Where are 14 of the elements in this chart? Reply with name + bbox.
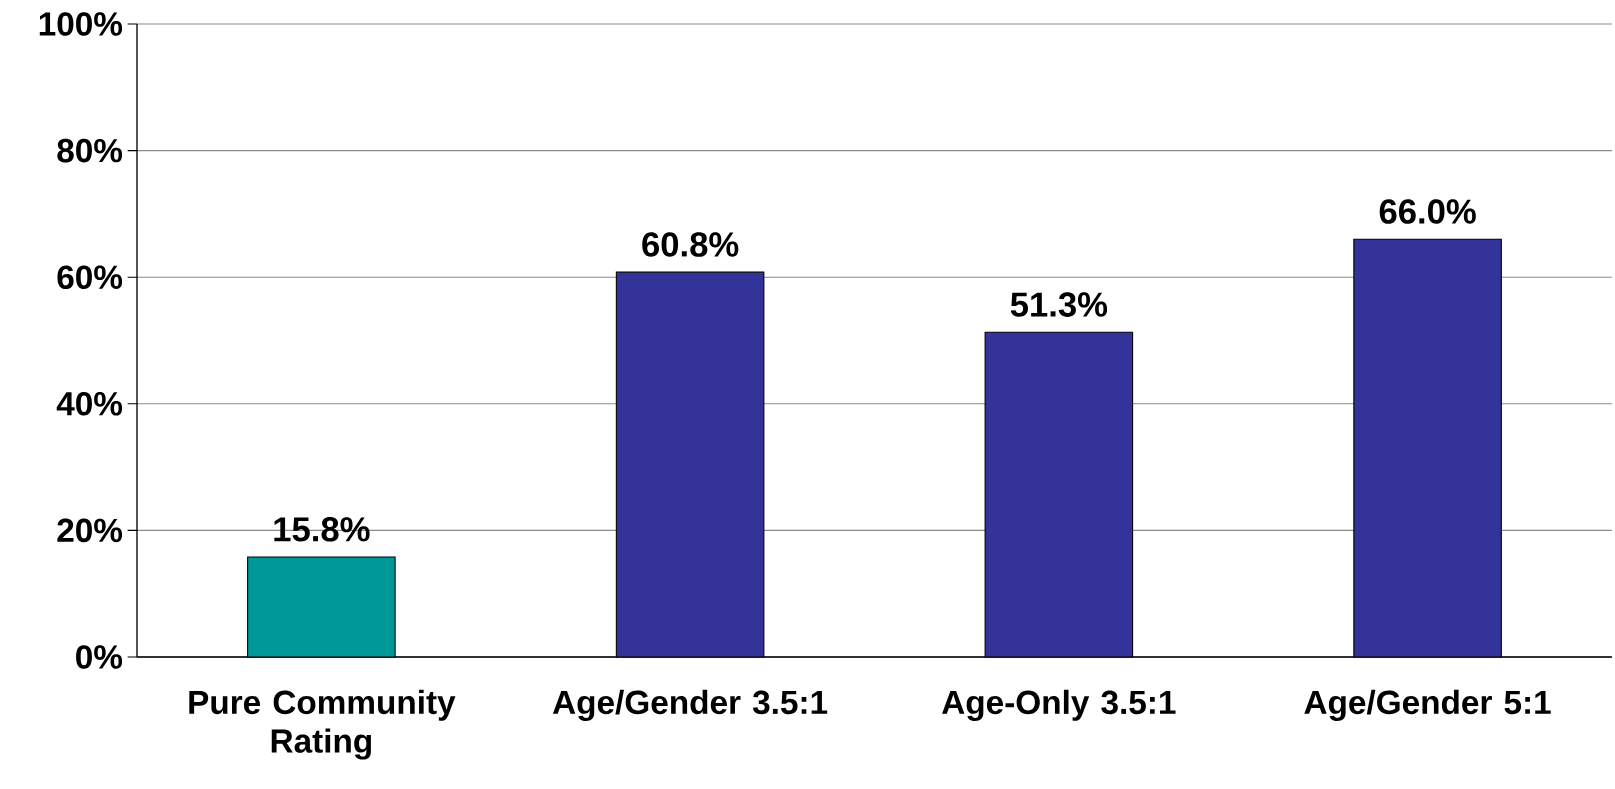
y-tick-label: 0%: [76, 645, 123, 669]
x-tick-label: Age-Only 3.5:1: [942, 689, 1176, 721]
x-tick-label: Pure Community Rating: [189, 689, 456, 760]
y-tick-label: 40%: [56, 392, 123, 416]
x-tick-label: Age/Gender 5:1: [1304, 689, 1551, 721]
y-tick-label: 100%: [39, 12, 123, 36]
y-tick-label: 80%: [57, 138, 123, 163]
data-label: 66.0%: [1379, 199, 1476, 224]
data-label: 60.8%: [642, 232, 739, 257]
data-label: 51.3%: [1010, 292, 1108, 317]
x-tick-label: Age/Gender 3.5:1: [552, 689, 828, 721]
y-tick-label: 20%: [57, 518, 123, 543]
data-label: 15.8%: [274, 517, 370, 542]
y-tick-label: 60%: [57, 265, 123, 290]
